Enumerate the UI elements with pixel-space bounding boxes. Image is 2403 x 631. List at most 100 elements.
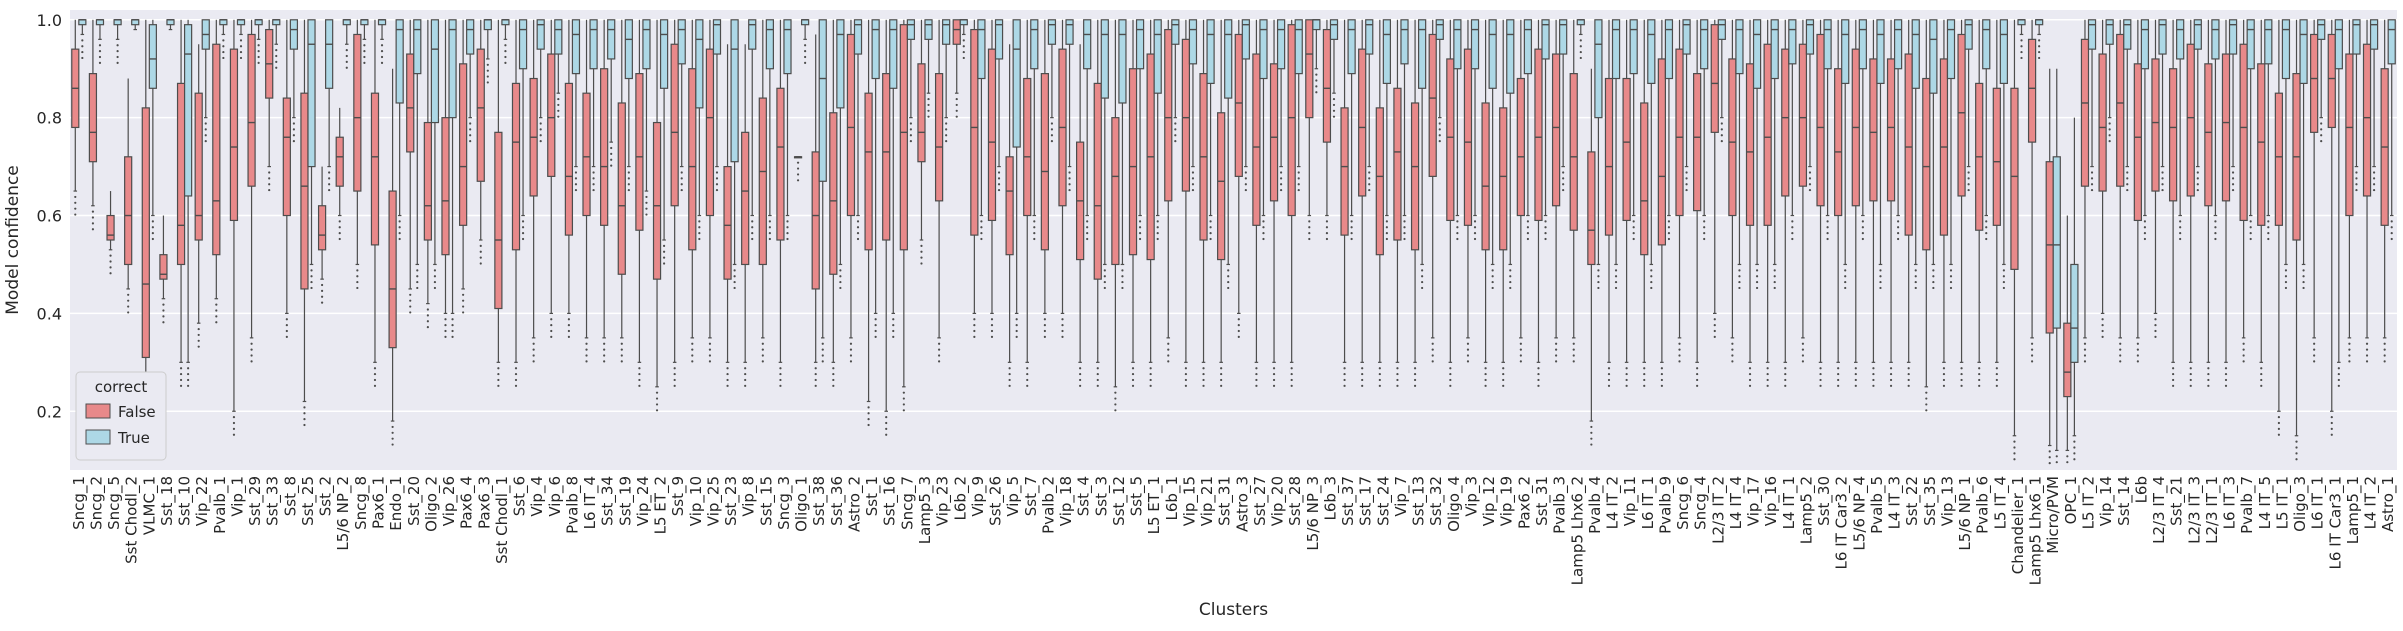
box-iqr: [413, 19, 422, 75]
box-iqr: [113, 19, 122, 26]
outlier-point: [1784, 384, 1787, 387]
box: [131, 19, 140, 31]
box: [1393, 19, 1402, 387]
outlier-point: [1555, 348, 1558, 351]
outlier-point: [1854, 384, 1857, 387]
box-iqr: [882, 73, 891, 241]
outlier-point: [804, 44, 807, 47]
outlier-point: [2013, 440, 2016, 443]
outlier-point: [1555, 354, 1558, 357]
outlier-point: [927, 97, 930, 101]
outlier-point: [416, 286, 419, 290]
outlier-point: [462, 293, 465, 296]
box: [1329, 19, 1339, 118]
outlier-point: [2277, 421, 2280, 425]
outlier-point: [2038, 39, 2041, 42]
outlier-point: [1537, 378, 1540, 382]
outlier-point: [920, 256, 923, 259]
box: [1929, 19, 1938, 290]
box-iqr: [1171, 19, 1180, 45]
outlier-point: [1237, 324, 1240, 327]
outlier-point: [955, 103, 958, 107]
box: [1964, 19, 1973, 192]
outlier-point: [973, 324, 976, 327]
outlier-point: [1509, 269, 1512, 272]
outlier-point: [179, 372, 183, 376]
box-iqr: [1763, 43, 1772, 226]
x-tick-label: Vip_13: [1938, 476, 1957, 526]
box: [511, 19, 521, 387]
outlier-point: [620, 342, 623, 345]
outlier-point: [1889, 384, 1893, 387]
outlier-point: [1184, 367, 1188, 370]
outlier-point: [1149, 384, 1152, 387]
outlier-point: [2126, 171, 2129, 174]
outlier-point: [1262, 232, 1265, 235]
box-iqr: [395, 19, 404, 104]
outlier-point: [292, 122, 295, 125]
outlier-point: [504, 55, 507, 59]
outlier-point: [708, 354, 712, 357]
box-iqr: [1576, 19, 1585, 26]
outlier-point: [980, 237, 983, 241]
box-iqr: [2310, 33, 2319, 133]
outlier-point: [1015, 324, 1018, 327]
outlier-point: [955, 109, 958, 112]
box-iqr: [1410, 102, 1420, 251]
outlier-point: [1555, 360, 1558, 363]
box: [1047, 19, 1057, 143]
box-iqr: [1287, 24, 1296, 217]
outlier-point: [1696, 367, 1699, 370]
outlier-point: [1667, 220, 1671, 223]
box: [1488, 19, 1497, 290]
outlier-point: [1184, 384, 1188, 387]
outlier-point: [2055, 461, 2058, 464]
outlier-point: [673, 372, 676, 376]
box-iqr: [1047, 19, 1057, 45]
box-iqr: [1700, 19, 1709, 70]
outlier-point: [902, 409, 905, 412]
outlier-point: [215, 309, 218, 312]
outlier-point: [2189, 372, 2192, 376]
outlier-point: [655, 403, 659, 406]
outlier-point: [1191, 188, 1195, 192]
box-iqr: [934, 73, 944, 202]
outlier-point: [1403, 226, 1406, 229]
outlier-point: [162, 309, 165, 312]
box: [836, 19, 845, 290]
outlier-point: [1061, 329, 1064, 333]
outlier-point: [655, 409, 659, 412]
outlier-point: [2020, 39, 2023, 42]
outlier-point: [1220, 372, 1223, 376]
outlier-point: [1526, 220, 1530, 223]
x-tick-label: Vip_11: [1621, 476, 1640, 526]
outlier-point: [1995, 384, 1998, 387]
box: [325, 19, 334, 192]
outlier-point: [532, 360, 535, 363]
outlier-point: [1773, 269, 1776, 272]
outlier-point: [1315, 91, 1318, 94]
outlier-point: [151, 232, 154, 235]
box: [1939, 19, 1949, 387]
outlier-point: [1297, 177, 1300, 180]
x-tick-label: L6b_2: [951, 476, 970, 520]
outlier-point: [909, 128, 912, 131]
outlier-point: [980, 226, 983, 229]
box: [1241, 19, 1250, 192]
outlier-point: [937, 360, 941, 363]
outlier-point: [539, 128, 542, 131]
outlier-point: [1667, 237, 1671, 241]
outlier-point: [2372, 177, 2376, 180]
outlier-point: [250, 342, 253, 345]
outlier-point: [832, 384, 835, 387]
outlier-point: [744, 372, 747, 376]
x-tick-label: Vip_15: [1180, 476, 1199, 526]
outlier-point: [2207, 378, 2210, 382]
box: [1629, 19, 1638, 241]
outlier-point: [1026, 384, 1029, 387]
outlier-point: [821, 342, 824, 345]
outlier-point: [1043, 329, 1046, 333]
box-iqr: [959, 19, 968, 26]
outlier-point: [1720, 134, 1723, 137]
outlier-point: [2260, 378, 2263, 382]
